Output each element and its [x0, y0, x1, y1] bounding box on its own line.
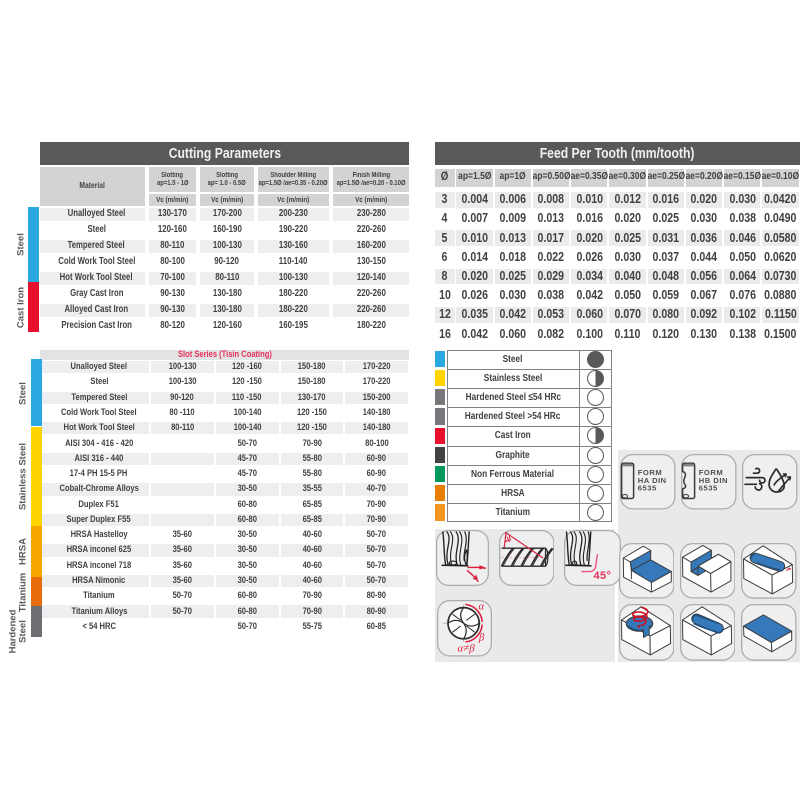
svg-text:β: β — [478, 633, 485, 644]
svg-text:FORM: FORM — [699, 468, 723, 477]
svg-text:HA DIN: HA DIN — [638, 476, 667, 485]
svg-text:6535: 6535 — [638, 483, 657, 492]
svg-text:HB DIN: HB DIN — [699, 476, 728, 485]
svg-text:α≠β: α≠β — [458, 643, 476, 655]
svg-text:45°: 45° — [593, 570, 611, 582]
svg-text:6535: 6535 — [699, 483, 718, 492]
svg-text:α: α — [479, 602, 485, 613]
svg-text:FORM: FORM — [638, 468, 662, 477]
